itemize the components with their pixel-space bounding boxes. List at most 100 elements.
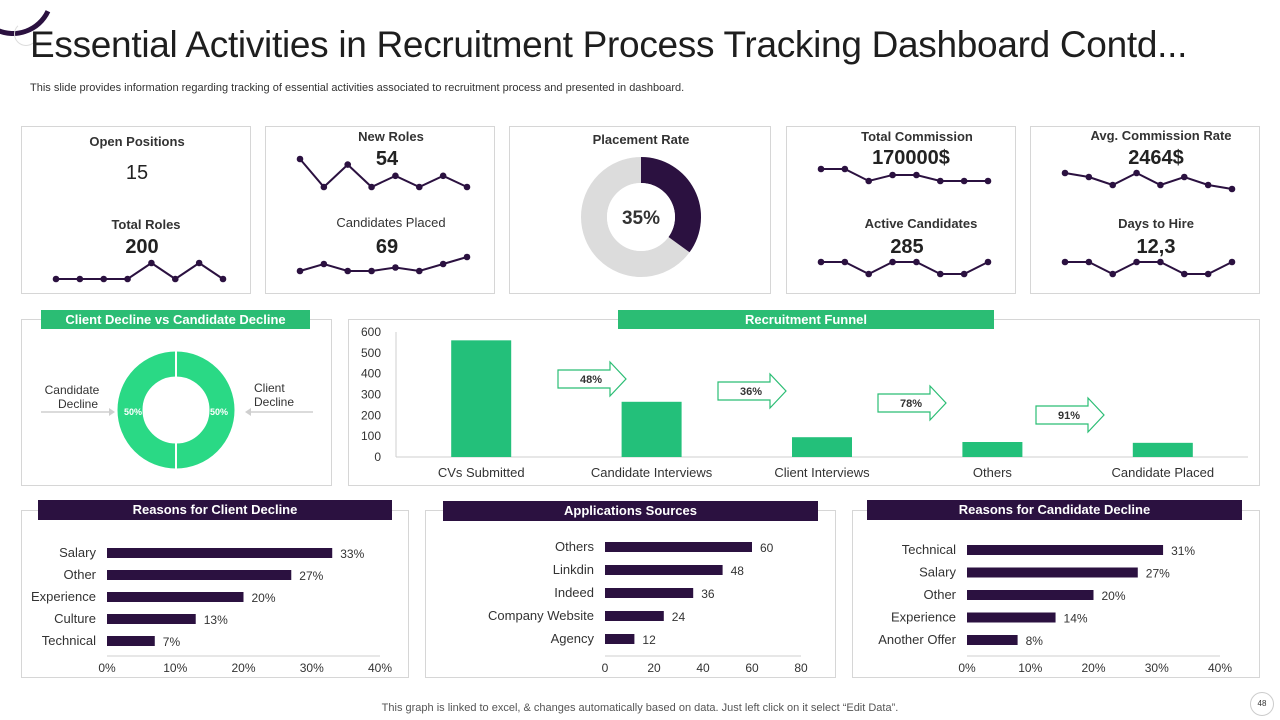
- candidate-decline-bar: [967, 590, 1094, 600]
- days-to-hire-label: Days to Hire: [1118, 216, 1194, 231]
- app-sources-data-label: 48: [731, 564, 745, 578]
- client-decline-label-2: Decline: [254, 395, 294, 409]
- avg-commission-rate-sparkline-point: [1204, 181, 1212, 189]
- total-roles-sparkline-point: [76, 275, 84, 283]
- funnel-conversion-arrow: [557, 360, 627, 398]
- client-decline-label-1: Client: [254, 381, 285, 395]
- funnel-conversion-arrow: [877, 384, 947, 422]
- candidate-decline-x-tick: 10%: [1018, 661, 1042, 675]
- total-roles-sparkline-point: [148, 259, 155, 267]
- total-commission-sparkline-point: [936, 177, 944, 185]
- funnel-y-tick: 200: [361, 408, 381, 422]
- client-decline-bar: [107, 548, 333, 558]
- app-sources-bar: [605, 565, 723, 575]
- kpi-card-roles: New Roles 54 Candidates Placed 69: [265, 126, 495, 294]
- candidate-decline-bar: [967, 567, 1138, 578]
- days-to-hire-sparkline-point: [1228, 258, 1236, 266]
- client-decline-x-tick: 0%: [98, 661, 116, 675]
- active-candidates-sparkline-point: [865, 270, 873, 278]
- total-roles-sparkline-point: [219, 275, 227, 283]
- total-commission-sparkline-point: [913, 171, 920, 179]
- new-roles-sparkline: [296, 155, 471, 191]
- new-roles-sparkline-point: [415, 183, 423, 191]
- client-decline-x-tick: 20%: [231, 661, 255, 675]
- candidates-placed-sparkline-point: [320, 260, 328, 268]
- active-candidates-sparkline-line: [821, 261, 989, 276]
- total-roles-sparkline-point: [52, 275, 60, 283]
- days-to-hire-sparkline-point: [1180, 270, 1188, 278]
- app-sources-data-label: 24: [672, 610, 686, 624]
- new-roles-sparkline-point: [463, 183, 471, 191]
- client-decline-category-label: Salary: [59, 545, 96, 560]
- candidate-decline-bar: [967, 635, 1018, 645]
- total-commission-sparkline-line: [821, 168, 988, 183]
- avg-commission-rate-sparkline-point: [1157, 181, 1164, 189]
- app-sources-x-tick: 60: [745, 661, 759, 675]
- avg-commission-rate-sparkline-point: [1085, 173, 1093, 181]
- total-commission-sparkline-point: [960, 177, 968, 185]
- new-roles-sparkline-point: [368, 183, 375, 191]
- candidate-decline-bar: [967, 545, 1164, 555]
- funnel-conversion-arrow: [717, 372, 787, 410]
- funnel-y-tick: 600: [361, 325, 381, 339]
- funnel-conversion-label: 36%: [740, 386, 762, 398]
- total-roles-sparkline-point: [171, 275, 179, 283]
- client-decline-category-label: Experience: [31, 589, 96, 604]
- total-roles-label: Total Roles: [111, 217, 181, 232]
- client-decline-category-label: Technical: [42, 633, 96, 648]
- client-decline-category-label: Culture: [54, 611, 96, 626]
- app-sources-category-label: Agency: [551, 631, 595, 646]
- app-sources-x-tick: 40: [696, 661, 710, 675]
- total-commission-sparkline-point: [865, 177, 873, 185]
- funnel-y-tick: 400: [361, 367, 381, 381]
- app-sources-bar: [605, 611, 664, 621]
- funnel-y-tick: 300: [361, 388, 381, 402]
- footer-note: This graph is linked to excel, & changes…: [381, 702, 899, 714]
- donut-label-right: 50%: [210, 407, 228, 417]
- candidate-decline-data-label: 14%: [1064, 612, 1088, 626]
- candidates-placed-sparkline-point: [463, 253, 471, 261]
- app-sources-bar: [605, 634, 635, 644]
- app-sources-category-label: Company Website: [488, 608, 594, 623]
- candidates-placed-sparkline-point: [344, 267, 352, 275]
- active-candidates-label: Active Candidates: [864, 216, 978, 231]
- active-candidates-sparkline-point: [936, 270, 944, 278]
- total-roles-sparkline-point: [100, 275, 108, 283]
- candidate-decline-bar: [967, 612, 1056, 623]
- funnel-y-tick: 500: [361, 346, 381, 360]
- open-positions-value: 15: [125, 162, 149, 184]
- candidates-placed-sparkline: [296, 253, 471, 275]
- candidate-decline-category-label: Other: [923, 587, 956, 602]
- app-sources-x-tick: 0: [602, 661, 609, 675]
- app-sources-chart: 0 20 40 60 80 Others 60 Linkdin 48 Indeed 36 Compan…: [488, 539, 808, 675]
- active-candidates-sparkline-point: [913, 258, 920, 266]
- placement-rate-donut: 35%: [581, 157, 701, 277]
- kpi-card-placement: Placement Rate 35%: [509, 126, 771, 294]
- total-roles-value: 200: [125, 236, 159, 258]
- donut-label-left: 50%: [124, 407, 142, 417]
- candidate-decline-label-1: Candidate: [45, 383, 100, 397]
- new-roles-label: New Roles: [358, 129, 424, 144]
- days-to-hire-sparkline-line: [1065, 261, 1233, 276]
- funnel-y-tick: 100: [361, 429, 381, 443]
- candidate-decline-category-label: Experience: [891, 610, 956, 625]
- days-to-hire-value: 12,3: [1136, 236, 1176, 258]
- funnel-bar: [621, 401, 682, 457]
- client-decline-chart: 0% 10% 20% 30% 40% Salary 33% Other 27% Experienc…: [31, 545, 392, 675]
- app-sources-category-label: Indeed: [554, 585, 594, 600]
- new-roles-sparkline-line: [299, 158, 468, 189]
- client-decline-x-tick: 40%: [368, 661, 392, 675]
- funnel-conversion-label: 48%: [580, 374, 602, 386]
- candidates-placed-label: Candidates Placed: [336, 215, 446, 230]
- kpi-card-rates: Avg. Commission Rate 2464$ Days to Hire …: [1030, 126, 1260, 294]
- placement-rate-label: Placement Rate: [592, 132, 690, 147]
- candidates-placed-sparkline-point: [415, 267, 423, 275]
- funnel-conversion-arrow: [1035, 396, 1105, 434]
- app-sources-bar: [605, 542, 752, 552]
- candidate-decline-chart: 0% 10% 20% 30% 40% Technical 31% Salary 27% Other…: [878, 542, 1232, 675]
- total-roles-sparkline-line: [56, 261, 224, 281]
- decline-comparison-title: Client Decline vs Candidate Decline: [41, 310, 310, 329]
- candidate-decline-data-label: 20%: [1102, 589, 1126, 603]
- placement-donut-hole: [607, 183, 675, 251]
- avg-commission-rate-sparkline-point: [1061, 169, 1069, 177]
